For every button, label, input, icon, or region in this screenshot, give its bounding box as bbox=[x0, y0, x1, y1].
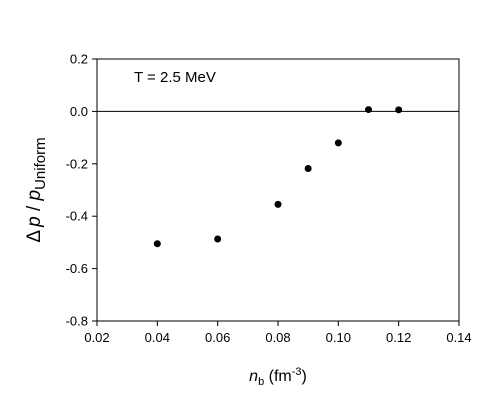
data-point bbox=[395, 106, 403, 114]
x-tick-label: 0.06 bbox=[205, 330, 230, 345]
annotation-temperature: T = 2.5 MeV bbox=[134, 69, 216, 86]
x-tick-label: 0.04 bbox=[145, 330, 170, 345]
y-axis-label-var: p bbox=[24, 216, 45, 228]
y-tick-label: -0.6 bbox=[66, 261, 88, 276]
x-tick-label: 0.12 bbox=[386, 330, 411, 345]
y-tick-label: -0.2 bbox=[66, 156, 88, 171]
x-axis-label: nb (fm-3) bbox=[249, 366, 307, 388]
x-axis-label-sub: b bbox=[258, 376, 264, 388]
data-point bbox=[214, 235, 222, 243]
y-tick-label: 0.0 bbox=[70, 104, 88, 119]
data-point bbox=[274, 200, 282, 208]
y-axis-label-delta: Δ bbox=[24, 230, 45, 243]
y-axis-label: Δp / pUniform bbox=[24, 137, 49, 242]
data-point bbox=[153, 240, 161, 248]
x-axis-label-var: n bbox=[249, 368, 258, 385]
y-tick-label: -0.4 bbox=[66, 209, 88, 224]
y-axis-label-sub: Uniform bbox=[32, 137, 49, 190]
x-tick-label: 0.14 bbox=[446, 330, 471, 345]
x-axis-label-unit-close: ) bbox=[302, 368, 307, 385]
data-point bbox=[304, 165, 312, 173]
y-tick-label: -0.8 bbox=[66, 314, 88, 329]
ticks-layer: 0.02 0.04 0.06 0.08 0.10 0.12 0.14 -0.8 -0.6 -0.4… bbox=[66, 52, 472, 346]
x-axis-label-unit-sup: -3 bbox=[292, 366, 302, 378]
x-tick-label: 0.08 bbox=[265, 330, 290, 345]
x-axis-label-unit: (fm bbox=[264, 368, 292, 385]
x-tick-label: 0.02 bbox=[84, 330, 109, 345]
y-tick-label: 0.2 bbox=[70, 52, 88, 67]
data-point bbox=[334, 139, 342, 147]
axes-layer bbox=[96, 58, 460, 322]
data-point bbox=[365, 106, 372, 114]
x-tick-label: 0.10 bbox=[326, 330, 351, 345]
data-points bbox=[153, 106, 403, 248]
y-axis-label-sep: / bbox=[24, 200, 45, 216]
plot-frame bbox=[96, 58, 460, 322]
y-axis-label-var2: p bbox=[24, 190, 45, 202]
